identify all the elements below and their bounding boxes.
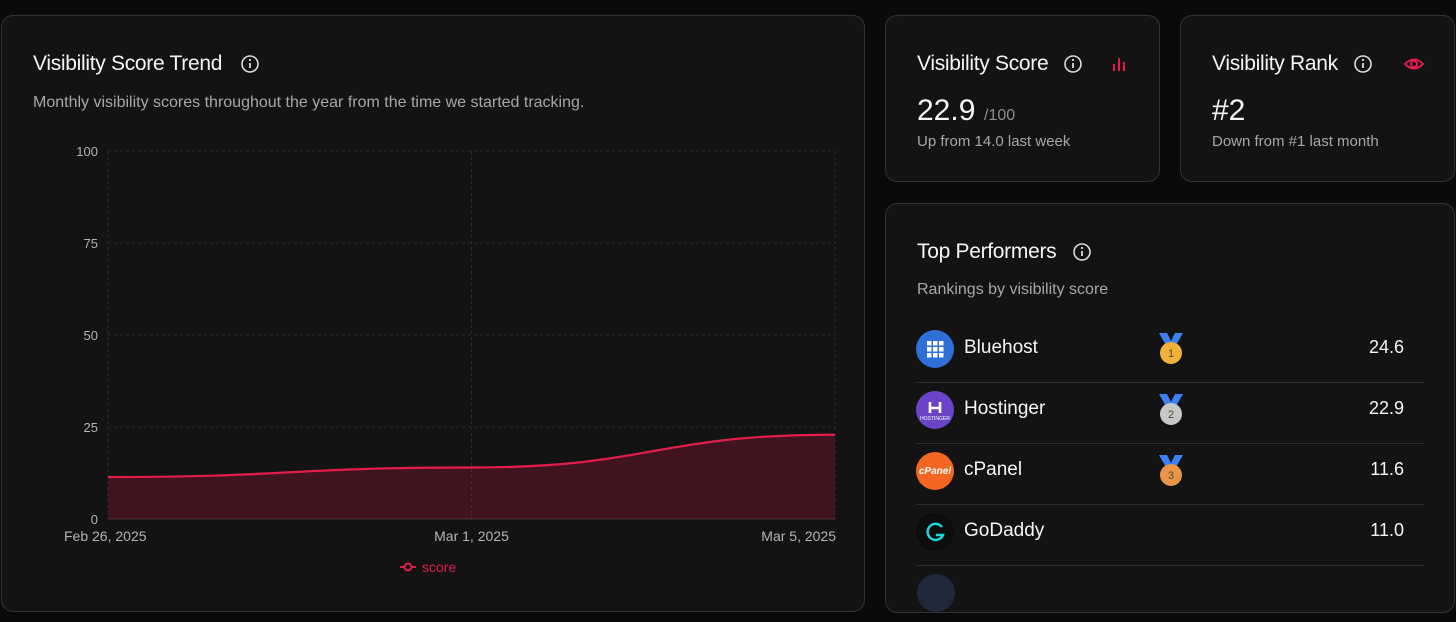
medal-disc <box>1160 342 1182 364</box>
row-divider <box>916 565 1424 566</box>
y-tick-label: 75 <box>84 236 98 251</box>
medal-disc <box>1160 464 1182 486</box>
performer-row[interactable]: Bluehost 1 24.6 <box>886 319 1454 379</box>
chart-icon <box>1113 58 1125 71</box>
company-logo <box>916 513 954 551</box>
svg-text:cPanel: cPanel <box>919 466 951 477</box>
x-tick-label: Feb 26, 2025 <box>64 528 147 544</box>
medal: 1 <box>1159 333 1183 364</box>
y-tick-label: 50 <box>84 328 98 343</box>
top-performers-card: Top Performers Rankings by visibility sc… <box>885 203 1455 613</box>
info-icon[interactable] <box>1353 54 1373 74</box>
card-subtitle: Monthly visibility scores throughout the… <box>33 94 585 111</box>
score-unit: /100 <box>984 107 1016 124</box>
company-logo: cPanel <box>916 452 954 490</box>
company-score: 11.6 <box>1370 459 1404 479</box>
area <box>108 434 835 519</box>
legend-label: score <box>422 559 456 575</box>
medal: 3 <box>1159 455 1183 486</box>
card-title: Top Performers <box>917 240 1057 263</box>
medal-rank: 3 <box>1168 470 1174 482</box>
performer-row[interactable]: HOSTINGER Hostinger 2 22.9 <box>886 380 1454 440</box>
rank-note: Down from #1 last month <box>1212 133 1379 150</box>
rank-card: Visibility Rank #2 Down from #1 last mon… <box>1180 15 1455 182</box>
company-score: 11.0 <box>1370 520 1404 540</box>
company-name: Hostinger <box>964 398 1046 419</box>
chart: 0 25 50 75 100 Feb 26, 2025 Mar 1, 2025 Mar 5, … <box>64 144 836 575</box>
performer-row[interactable]: GoDaddy 11.0 <box>886 502 1454 562</box>
x-tick-label: Mar 5, 2025 <box>761 528 836 544</box>
company-name: GoDaddy <box>964 520 1045 541</box>
score-value: 22.9 <box>917 94 976 127</box>
trend-card: Visibility Score Trend Monthly visibilit… <box>1 15 865 612</box>
y-tick-label: 0 <box>91 512 98 527</box>
row-divider <box>916 382 1424 383</box>
medal-rank: 1 <box>1168 348 1174 360</box>
medal: 2 <box>1159 394 1183 425</box>
eye-icon <box>1403 58 1425 70</box>
partial-logo <box>917 574 955 612</box>
info-icon[interactable] <box>240 54 260 74</box>
card-subtitle: Rankings by visibility score <box>917 281 1109 298</box>
company-score: 24.6 <box>1368 337 1404 357</box>
medal-disc <box>1160 403 1182 425</box>
performer-row[interactable]: cPanel cPanel 3 11.6 <box>886 441 1454 501</box>
company-score: 22.9 <box>1368 398 1404 418</box>
info-icon[interactable] <box>1063 54 1083 74</box>
x-tick-label: Mar 1, 2025 <box>434 528 509 544</box>
rank-value: #2 <box>1212 94 1246 127</box>
company-name: Bluehost <box>964 337 1038 358</box>
card-title: Visibility Rank <box>1212 52 1338 75</box>
card-title: Visibility Score Trend <box>33 52 223 75</box>
info-icon[interactable] <box>1072 242 1092 262</box>
score-note: Up from 14.0 last week <box>917 133 1071 150</box>
line <box>107 433 836 479</box>
score-card: Visibility Score 22.9 /100 Up from 14.0 … <box>885 15 1160 182</box>
company-name: cPanel <box>964 459 1023 480</box>
legend-dot <box>403 562 413 572</box>
company-logo: HOSTINGER <box>916 391 954 429</box>
medal-rank: 2 <box>1168 409 1174 421</box>
company-logo <box>916 330 954 368</box>
row-divider <box>916 504 1424 505</box>
row-divider <box>916 443 1424 444</box>
svg-text:HOSTINGER: HOSTINGER <box>920 416 950 422</box>
y-tick-label: 25 <box>84 420 98 435</box>
y-tick-label: 100 <box>76 144 98 159</box>
card-title: Visibility Score <box>917 52 1049 75</box>
